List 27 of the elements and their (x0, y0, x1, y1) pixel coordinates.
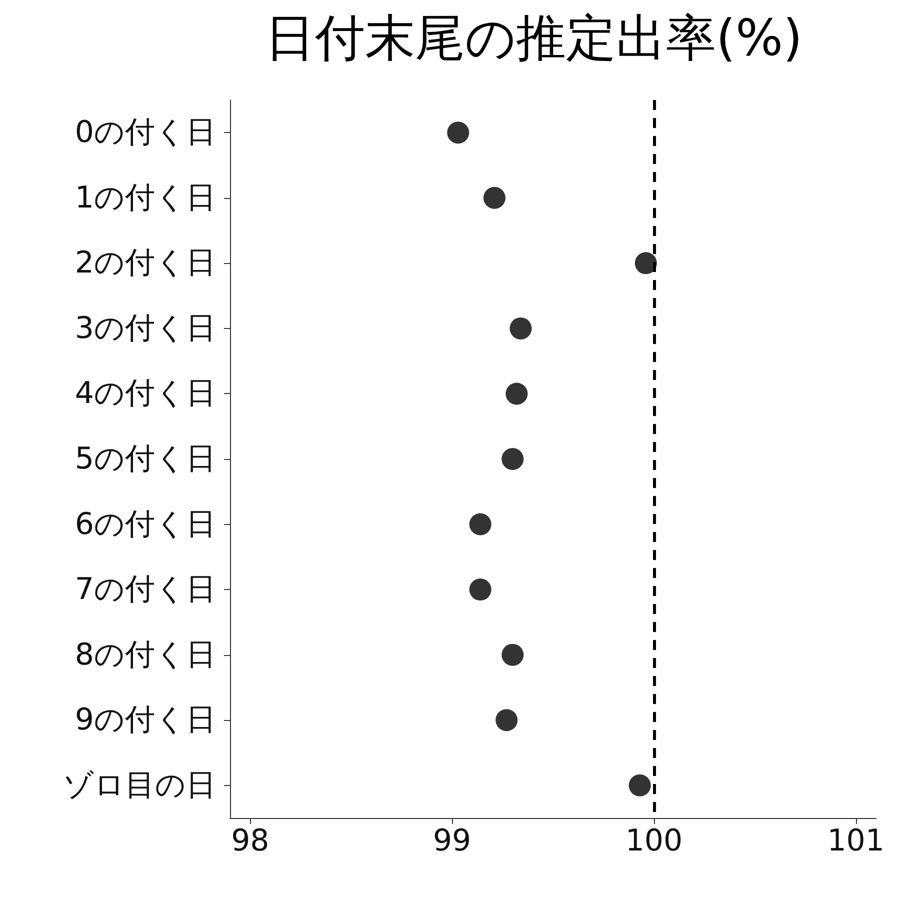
point (469, 513, 492, 536)
y-tick-label: 1の付く日 (74, 180, 216, 216)
y-tick-label: 4の付く日 (74, 376, 216, 412)
y-tick-label: ゾロ目の日 (63, 768, 216, 803)
point (447, 122, 470, 144)
y-tick-label: 9の付く日 (74, 702, 216, 738)
y-tick-label: 7の付く日 (74, 572, 216, 608)
point (634, 252, 657, 274)
y-tick-label: 6の付く日 (74, 506, 216, 542)
x-tick-label: 98 (231, 824, 270, 858)
x-tick-label: 100 (625, 824, 683, 858)
y-tick-label: 2の付く日 (74, 246, 216, 281)
point (496, 709, 518, 732)
point (628, 774, 651, 796)
y-tick-label: 3の付く日 (74, 310, 216, 346)
point (469, 578, 492, 601)
y-tick-label: 8の付く日 (74, 637, 216, 672)
point (483, 186, 506, 209)
point (502, 448, 524, 470)
y-tick-label: 0の付く日 (74, 115, 216, 150)
y-tick-label: 5の付く日 (74, 442, 216, 476)
point (502, 644, 524, 666)
chart-title: 日付末尾の推定出率(%) (265, 9, 803, 67)
x-tick-label: 101 (827, 824, 884, 858)
point (510, 317, 532, 340)
x-tick-label: 99 (432, 824, 472, 858)
point (506, 382, 528, 405)
